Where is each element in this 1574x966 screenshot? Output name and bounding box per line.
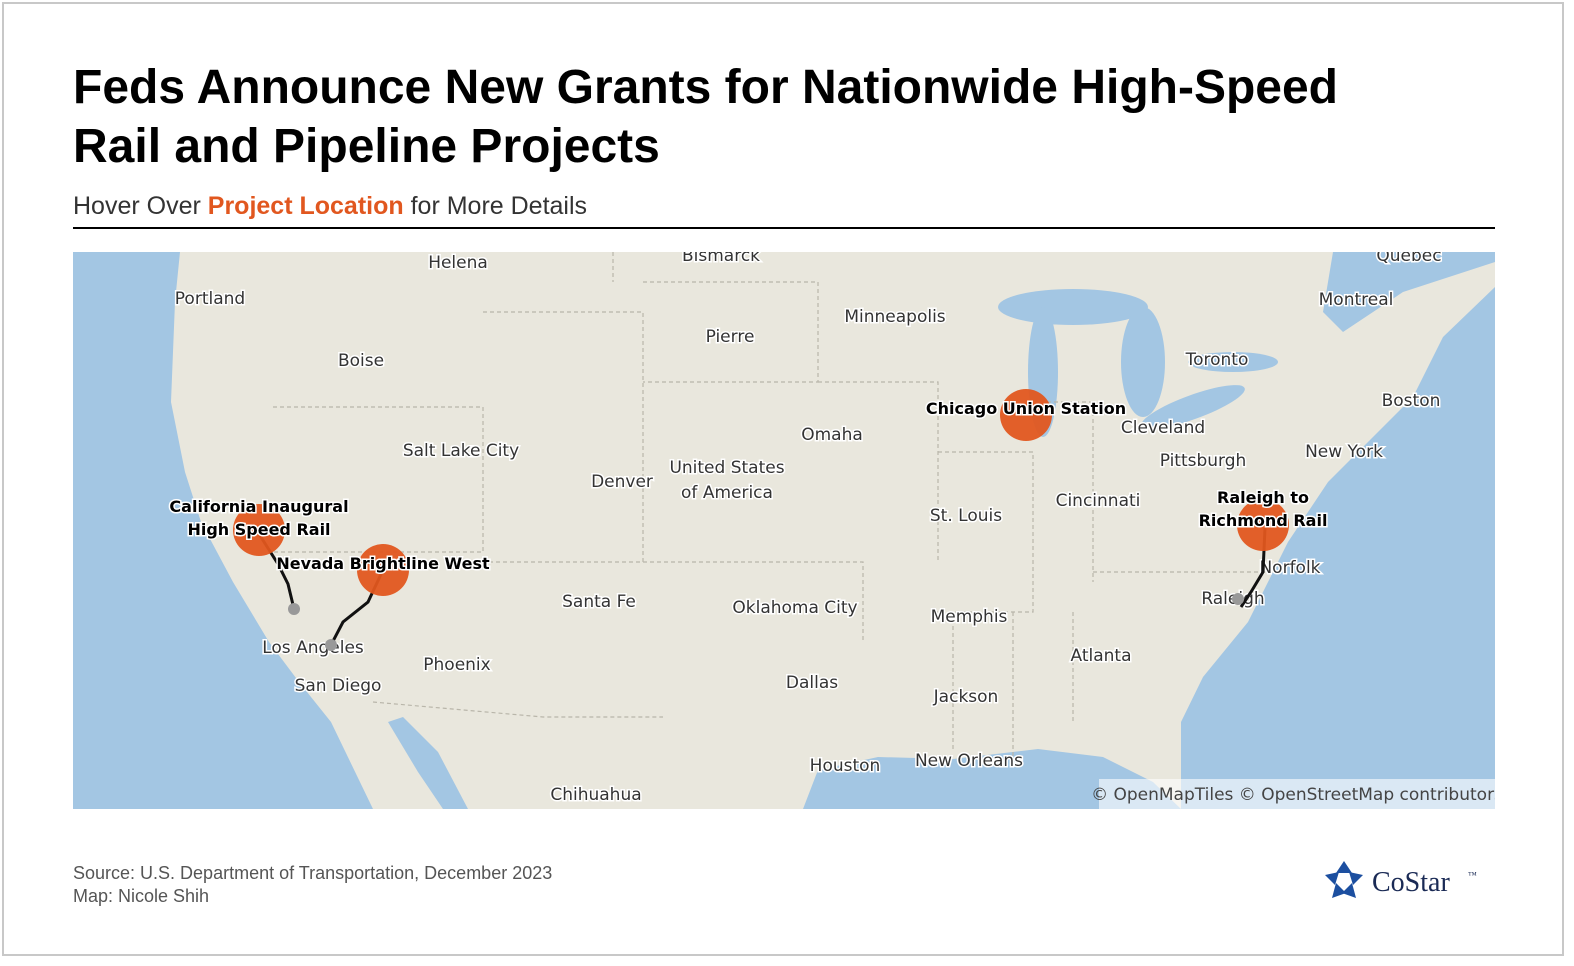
project-marker[interactable] [233, 504, 285, 556]
logo-text: CoStar [1372, 867, 1450, 898]
city-label: Atlanta [1071, 646, 1132, 666]
city-label: Denver [591, 472, 653, 492]
title-line: Feds Announce New Grants for Nationwide … [73, 61, 1338, 114]
city-label: Montreal [1319, 290, 1394, 310]
project-label[interactable]: California Inaugural [168, 496, 350, 518]
source: Source: U.S. Department of Transportatio… [73, 863, 553, 883]
city-label: Salt Lake City [403, 441, 519, 461]
city-label: Omaha [801, 425, 863, 445]
title-line: Rail and Pipeline Projects [73, 120, 660, 173]
city-label: of America [681, 483, 773, 503]
subtitle-highlight: Project Location [207, 192, 404, 220]
title: Feds Announce New Grants for Nationwide … [73, 58, 1338, 176]
project-marker[interactable] [1237, 499, 1289, 551]
city-label: Dallas [786, 673, 838, 693]
city-label: Chihuahua [550, 785, 641, 805]
city-label: Memphis [931, 607, 1008, 627]
city-label: Cincinnati [1056, 491, 1141, 511]
project-marker[interactable] [1000, 389, 1052, 441]
credit: Map: Nicole Shih [73, 886, 210, 906]
project-label[interactable]: Nevada Brightline West [275, 553, 492, 575]
city-label: Norfolk [1259, 558, 1320, 578]
subtitle: Hover Over Project Location for More Det… [73, 192, 587, 221]
project-label[interactable]: Raleigh to [1216, 487, 1311, 509]
rail-endpoint [325, 639, 337, 651]
city-label: Oklahoma City [732, 598, 857, 618]
city-label: New York [1305, 442, 1383, 462]
city-label: Pittsburgh [1160, 451, 1247, 471]
pacific-ocean [73, 252, 373, 809]
city-label: San Diego [295, 676, 382, 696]
project-marker[interactable] [357, 544, 409, 596]
project-label[interactable]: Chicago Union Station [924, 398, 1127, 420]
city-label: Boise [338, 351, 384, 371]
city-label: Boston [1382, 391, 1441, 411]
city-label: St. Louis [930, 506, 1002, 526]
gulf-of-mexico [803, 749, 1181, 809]
city-label: United States [669, 458, 784, 478]
city-label: Los Angeles [262, 638, 364, 658]
map: Helena Bismarck Quebec Portland Montreal Pier… [73, 252, 1495, 809]
project-label[interactable]: Richmond Rail [1197, 510, 1329, 532]
attribution-bg [1099, 779, 1495, 809]
city-label: Santa Fe [562, 592, 636, 612]
great-lakes [998, 252, 1495, 437]
city-label: Quebec [1376, 252, 1441, 266]
divider [73, 227, 1495, 229]
project-label[interactable]: High Speed Rail [186, 519, 332, 541]
source-block: Source: U.S. Department of Transportatio… [73, 862, 552, 908]
city-label: Bismarck [682, 252, 760, 266]
city-label: Jackson [933, 687, 999, 707]
logo-icon [1325, 861, 1363, 898]
borders [273, 252, 1273, 757]
rail-endpoint [288, 603, 300, 615]
city-label: Pierre [706, 327, 755, 347]
subtitle-text: for More Details [410, 192, 588, 220]
gulf-of-california [388, 717, 468, 809]
city-label: Portland [175, 289, 245, 309]
subtitle-text: Hover Over [73, 192, 201, 220]
rail-endpoint [1232, 593, 1244, 605]
logo: CoStar ™ [1325, 861, 1477, 898]
city-label: Phoenix [423, 655, 490, 675]
city-label: New Orleans [915, 751, 1023, 771]
city-label: Toronto [1185, 350, 1249, 370]
logo-mark: ™ [1468, 870, 1477, 880]
attribution: © OpenMapTiles © OpenStreetMap contribut… [1091, 785, 1495, 805]
city-label: Minneapolis [844, 307, 945, 327]
city-label: Helena [428, 253, 488, 273]
atlantic-ocean [1181, 287, 1495, 809]
city-label: Houston [810, 756, 881, 776]
city-label: Cleveland [1121, 418, 1205, 438]
